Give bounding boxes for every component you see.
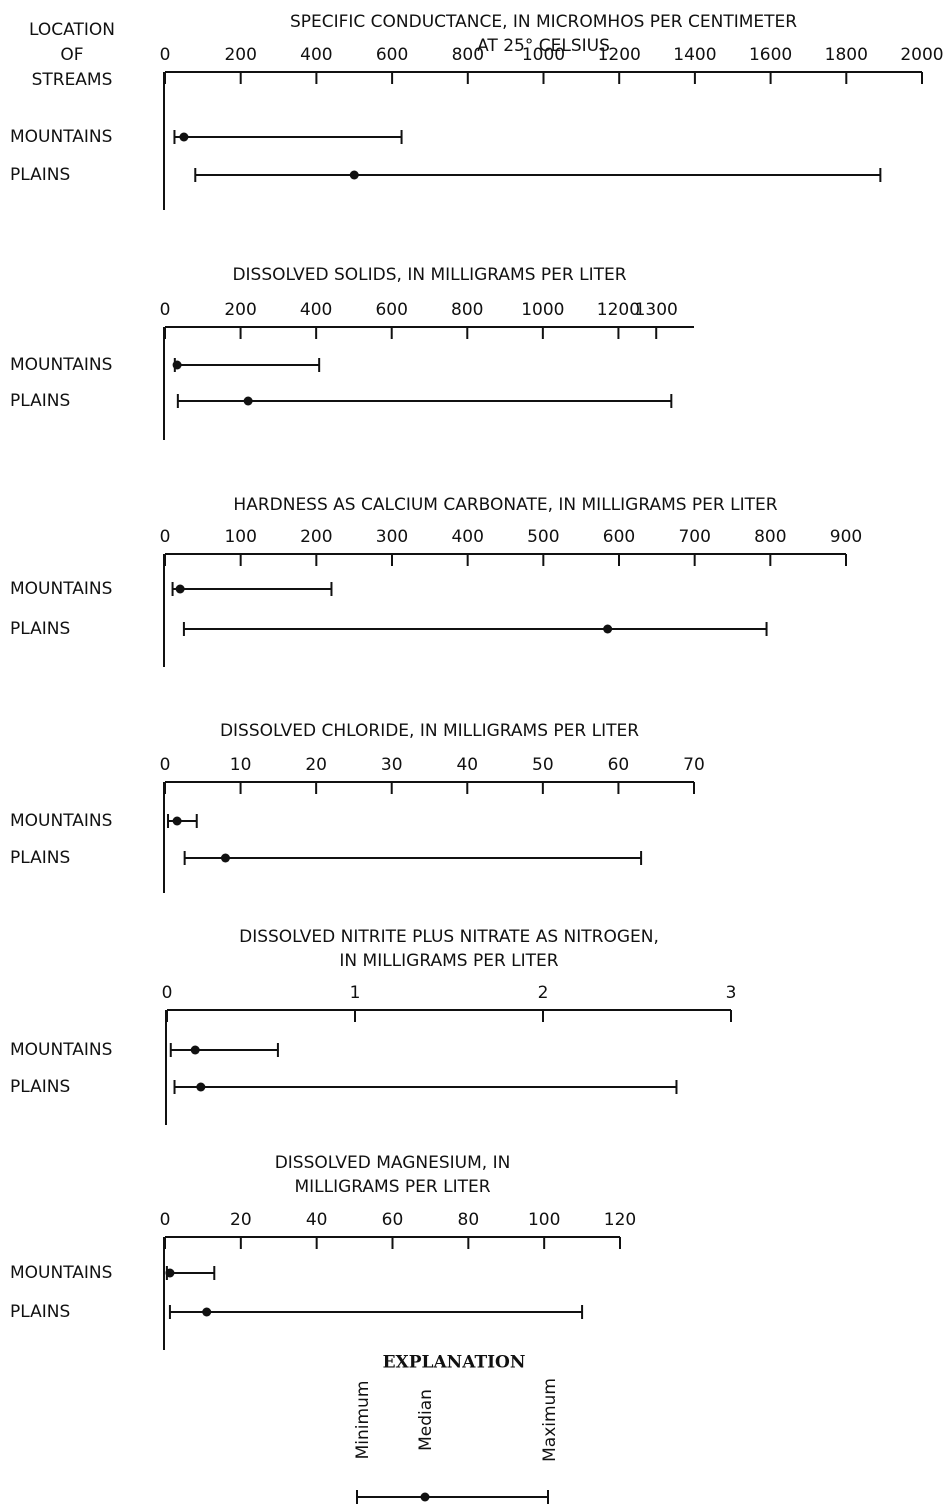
x-tick-label: 100 <box>528 1210 560 1230</box>
median-dot <box>196 1082 206 1092</box>
legend-sample <box>356 1490 549 1504</box>
row-label: PLAINS <box>10 848 70 868</box>
x-tick-label: 1200 <box>598 45 641 65</box>
chart-title: DISSOLVED NITRITE PLUS NITRATE AS NITROG… <box>239 927 659 947</box>
x-tick-label: 0 <box>160 45 171 65</box>
chart-title: IN MILLIGRAMS PER LITER <box>339 951 558 971</box>
median-dot <box>243 396 253 406</box>
median-dot <box>190 1045 200 1055</box>
x-tick-label: 200 <box>300 527 332 547</box>
legend-label: Minimum <box>353 1381 373 1460</box>
x-tick-label: 20 <box>230 1210 252 1230</box>
x-tick-label: 600 <box>376 45 408 65</box>
row-label: MOUNTAINS <box>10 579 112 599</box>
x-tick-label: 1000 <box>521 300 564 320</box>
median-dot <box>165 1268 175 1278</box>
x-tick-label: 800 <box>451 300 483 320</box>
x-tick-label: 300 <box>376 527 408 547</box>
x-tick-label: 0 <box>162 983 173 1003</box>
x-tick-label: 60 <box>608 755 630 775</box>
x-tick-label: 400 <box>300 300 332 320</box>
x-tick-label: 1300 <box>635 300 678 320</box>
x-tick-label: 1400 <box>673 45 716 65</box>
row-label: PLAINS <box>10 1077 70 1097</box>
median-dot <box>202 1307 212 1317</box>
chart-title: DISSOLVED CHLORIDE, IN MILLIGRAMS PER LI… <box>220 721 639 741</box>
x-tick-label: 30 <box>381 755 403 775</box>
row-label: MOUNTAINS <box>10 355 112 375</box>
x-tick-label: 800 <box>452 45 484 65</box>
median-dot <box>172 360 182 370</box>
chart-title: MILLIGRAMS PER LITER <box>294 1177 490 1197</box>
x-tick-label: 400 <box>300 45 332 65</box>
x-tick-label: 120 <box>604 1210 636 1230</box>
median-dot <box>172 816 182 826</box>
row-label: MOUNTAINS <box>10 127 112 147</box>
chart-title: HARDNESS AS CALCIUM CARBONATE, IN MILLIG… <box>233 495 777 515</box>
median-dot <box>220 853 230 863</box>
x-tick-label: 500 <box>527 527 559 547</box>
chart-title: AT 25° CELSIUS <box>477 36 610 56</box>
legend-label: Maximum <box>540 1378 560 1462</box>
row-label: MOUNTAINS <box>10 1040 112 1060</box>
chart-title: SPECIFIC CONDUCTANCE, IN MICROMHOS PER C… <box>290 12 797 32</box>
x-tick-label: 1 <box>350 983 361 1003</box>
header: OF <box>60 45 83 65</box>
x-tick-label: 10 <box>230 755 252 775</box>
row-label: PLAINS <box>10 1302 70 1322</box>
x-tick-label: 700 <box>678 527 710 547</box>
x-tick-label: 0 <box>160 527 171 547</box>
x-tick-label: 60 <box>382 1210 404 1230</box>
median-dot <box>349 170 359 180</box>
x-tick-label: 0 <box>160 1210 171 1230</box>
x-tick-label: 40 <box>456 755 478 775</box>
x-tick-label: 400 <box>451 527 483 547</box>
chart-title: DISSOLVED SOLIDS, IN MILLIGRAMS PER LITE… <box>232 265 626 285</box>
x-tick-label: 600 <box>375 300 407 320</box>
row-label: PLAINS <box>10 165 70 185</box>
row-label: MOUNTAINS <box>10 811 112 831</box>
x-tick-label: 20 <box>305 755 327 775</box>
x-tick-label: 900 <box>830 527 862 547</box>
x-tick-label: 200 <box>224 300 256 320</box>
median-dot <box>603 624 613 634</box>
x-tick-label: 200 <box>224 45 256 65</box>
row-label: PLAINS <box>10 391 70 411</box>
x-tick-label: 70 <box>683 755 705 775</box>
chart-title: DISSOLVED MAGNESIUM, IN <box>275 1153 511 1173</box>
x-tick-label: 1800 <box>825 45 868 65</box>
x-tick-label: 1600 <box>749 45 792 65</box>
x-tick-label: 1000 <box>522 45 565 65</box>
row-label: PLAINS <box>10 619 70 639</box>
header: LOCATION <box>29 20 115 40</box>
x-tick-label: 50 <box>532 755 554 775</box>
legend-label: Median <box>416 1389 436 1451</box>
x-tick-label: 100 <box>224 527 256 547</box>
x-tick-label: 0 <box>160 755 171 775</box>
x-tick-label: 800 <box>754 527 786 547</box>
x-tick-label: 2000 <box>900 45 943 65</box>
x-tick-label: 1200 <box>597 300 640 320</box>
median-dot <box>179 132 189 142</box>
header: STREAMS <box>32 70 113 90</box>
x-tick-label: 600 <box>603 527 635 547</box>
x-tick-label: 80 <box>458 1210 480 1230</box>
row-label: MOUNTAINS <box>10 1263 112 1283</box>
x-tick-label: 0 <box>160 300 171 320</box>
x-tick-label: 2 <box>538 983 549 1003</box>
legend-title: EXPLANATION <box>383 1353 526 1373</box>
x-tick-label: 40 <box>306 1210 328 1230</box>
median-dot <box>175 584 185 594</box>
x-tick-label: 3 <box>726 983 737 1003</box>
